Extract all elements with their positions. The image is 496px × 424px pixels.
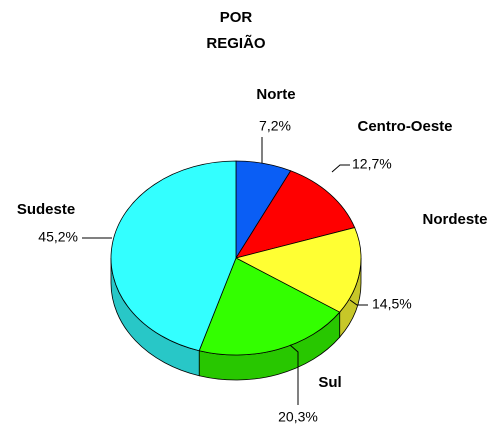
category-label: Norte [256,86,295,103]
data-label: 14,5% [372,296,412,312]
data-label: 12,7% [352,156,392,172]
pie-slice [198,257,341,356]
data-label: 7,2% [259,118,291,134]
chart-title: POR [220,9,253,26]
chart-title: REGIÃO [206,34,266,52]
category-label: Sul [318,374,341,391]
category-label: Centro-Oeste [357,118,452,135]
pie-slice [235,170,356,259]
category-label: Nordeste [422,211,487,228]
category-label: Sudeste [17,201,75,218]
pie-slice [234,227,362,313]
data-label: 45,2% [38,229,78,245]
pie-slice [110,160,237,352]
leader-line [289,344,299,405]
leader-line [331,164,350,173]
data-label: 20,3% [278,409,318,424]
leader-line [349,299,368,306]
